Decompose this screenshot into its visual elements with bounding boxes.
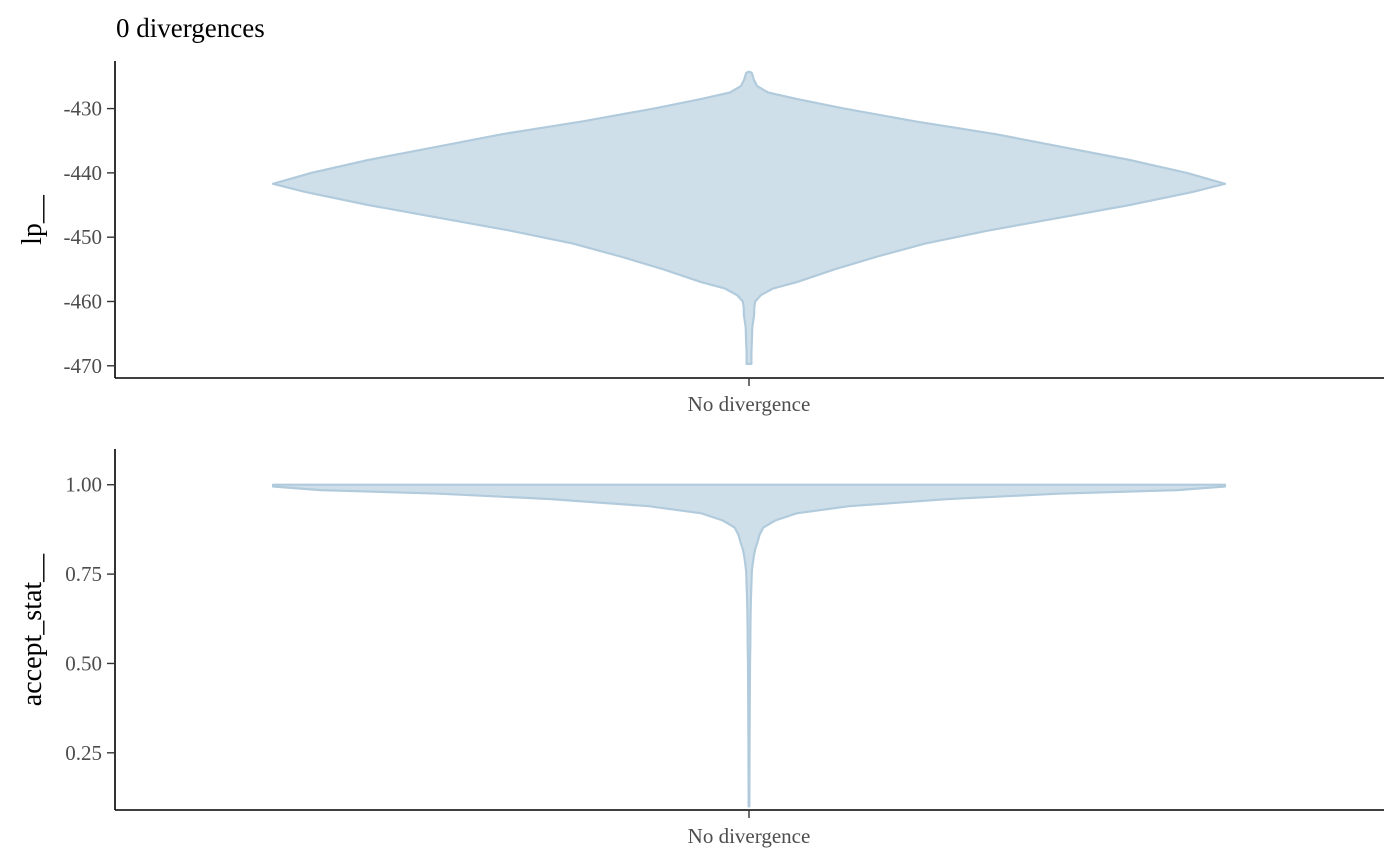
y-tick-label: -460 <box>64 289 103 313</box>
y-axis-title-accept-stat: accept_stat__ <box>17 553 48 706</box>
panel-accept-stat: accept_stat__ 1.00 0.75 0.50 0.25 No diverg… <box>17 449 1384 848</box>
y-tick-label: -470 <box>64 354 103 378</box>
y-tick-label: -430 <box>64 97 103 121</box>
x-tick-label-lp: No divergence <box>688 392 811 416</box>
y-ticks-accept-stat: 1.00 0.75 0.50 0.25 <box>65 473 115 765</box>
x-tick-label-accept-stat: No divergence <box>688 824 811 848</box>
y-ticks-lp: -430 -440 -450 -460 -470 <box>64 97 115 378</box>
violin-lp-no-divergence <box>271 70 1227 365</box>
y-tick-label: -440 <box>64 161 103 185</box>
panel-lp: lp__ -430 -440 -450 -460 -470 No divergence <box>17 61 1384 416</box>
y-tick-label: 0.50 <box>65 651 102 675</box>
violin-accept-stat-no-divergence <box>271 483 1227 808</box>
y-tick-label: 0.75 <box>65 562 102 586</box>
y-axis-title-lp: lp__ <box>17 194 48 245</box>
y-tick-label: 1.00 <box>65 473 102 497</box>
y-tick-label: -450 <box>64 225 103 249</box>
y-tick-label: 0.25 <box>65 741 102 765</box>
chart-title: 0 divergences <box>116 13 265 43</box>
